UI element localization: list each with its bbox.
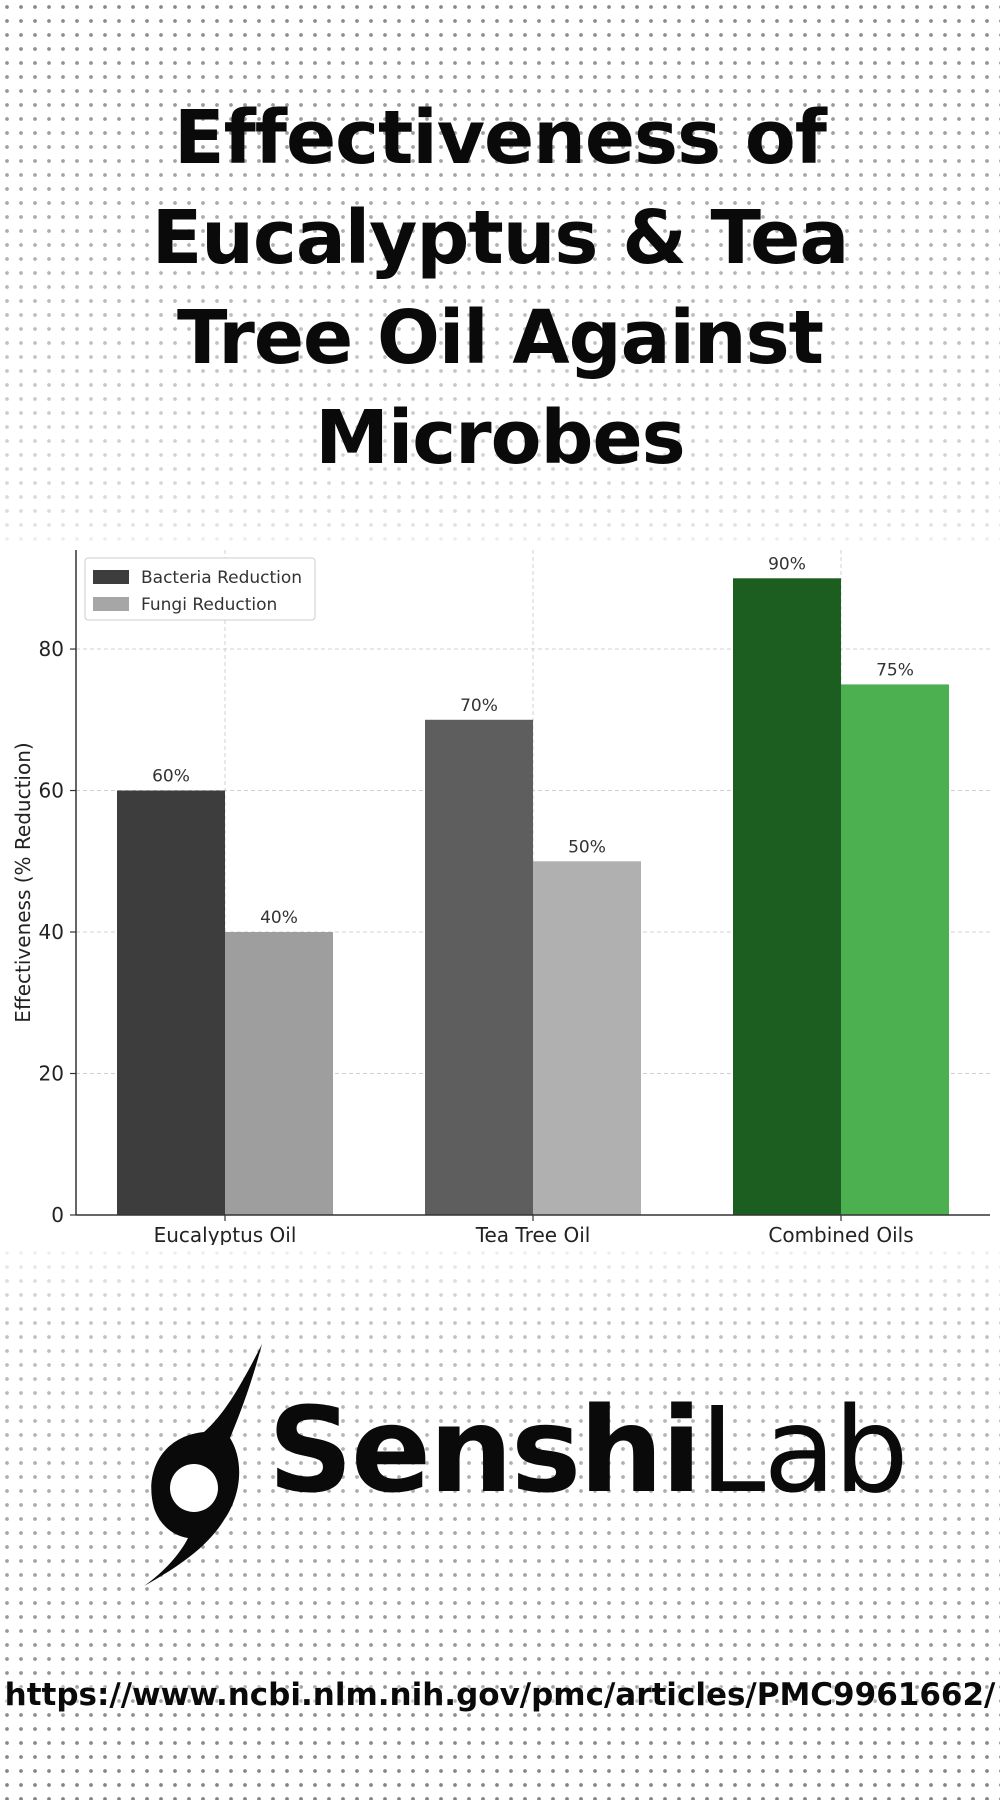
x-tick-label: Combined Oils	[768, 1223, 913, 1245]
bar	[841, 684, 949, 1215]
source-url: https://www.ncbi.nlm.nih.gov/pmc/article…	[4, 1677, 996, 1713]
y-tick-label: 20	[39, 1062, 64, 1086]
legend-label: Fungi Reduction	[141, 595, 277, 615]
y-tick-label: 0	[51, 1203, 64, 1227]
bar	[225, 932, 333, 1215]
bar	[533, 861, 641, 1215]
legend-box	[84, 557, 316, 621]
bar	[733, 578, 841, 1215]
bar-value-label: 75%	[876, 660, 914, 680]
bar-value-label: 50%	[568, 837, 606, 857]
bar-chart: 60% 70% 90% 40% 50% 75% 0 20 40 60 80 Eucalyptus Oi…	[0, 545, 1000, 1245]
x-tick-label: Eucalyptus Oil	[154, 1223, 297, 1245]
senshi-flame-icon	[144, 1344, 262, 1586]
legend-swatch	[93, 597, 129, 611]
bar-value-label: 40%	[260, 908, 298, 928]
senshi-lab-logo: SenshiLab	[140, 1340, 909, 1590]
logo-wordmark: SenshiLab	[268, 1380, 909, 1520]
legend-label: Bacteria Reduction	[141, 568, 302, 588]
x-tick-label: Tea Tree Oil	[475, 1223, 591, 1245]
bar	[117, 790, 225, 1215]
y-tick-label: 40	[39, 920, 64, 944]
logo-light-text: Lab	[699, 1381, 909, 1519]
bar	[425, 719, 533, 1215]
bar-chart-svg: 60% 70% 90% 40% 50% 75% 0 20 40 60 80 Eucalyptus Oi…	[11, 550, 990, 1245]
y-tick-label: 60	[39, 779, 64, 803]
legend-swatch	[93, 570, 129, 584]
logo-bold-text: Senshi	[268, 1381, 702, 1519]
bar-value-label: 90%	[768, 554, 806, 574]
y-axis-label: Effectiveness (% Reduction)	[11, 742, 35, 1022]
y-tick-label: 80	[39, 637, 64, 661]
bar-value-label: 70%	[460, 696, 498, 716]
bar-value-label: 60%	[152, 767, 190, 787]
page-title: Effectiveness of Eucalyptus & Tea Tree O…	[151, 95, 850, 481]
